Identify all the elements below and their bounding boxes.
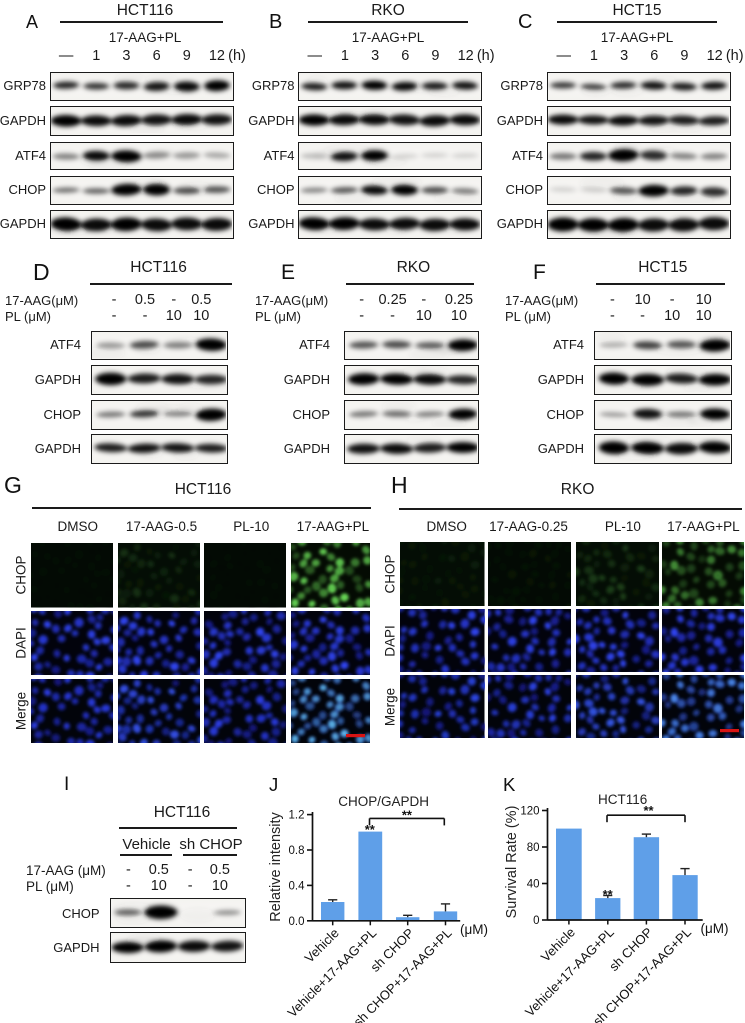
svg-text:0.4: 0.4 (289, 881, 306, 893)
svg-text:80: 80 (527, 842, 540, 854)
svg-text:**: ** (603, 887, 614, 902)
svg-text:(μM): (μM) (460, 922, 488, 937)
svg-text:40: 40 (527, 879, 540, 891)
svg-text:0.8: 0.8 (289, 845, 305, 857)
svg-text:(μM): (μM) (700, 921, 728, 936)
svg-text:1.2: 1.2 (289, 810, 305, 822)
svg-text:**: ** (402, 807, 413, 822)
svg-text:120: 120 (520, 806, 539, 818)
svg-text:**: ** (365, 822, 376, 837)
svg-text:0: 0 (533, 915, 539, 927)
svg-text:**: ** (643, 803, 654, 818)
svg-text:0.0: 0.0 (289, 916, 305, 928)
